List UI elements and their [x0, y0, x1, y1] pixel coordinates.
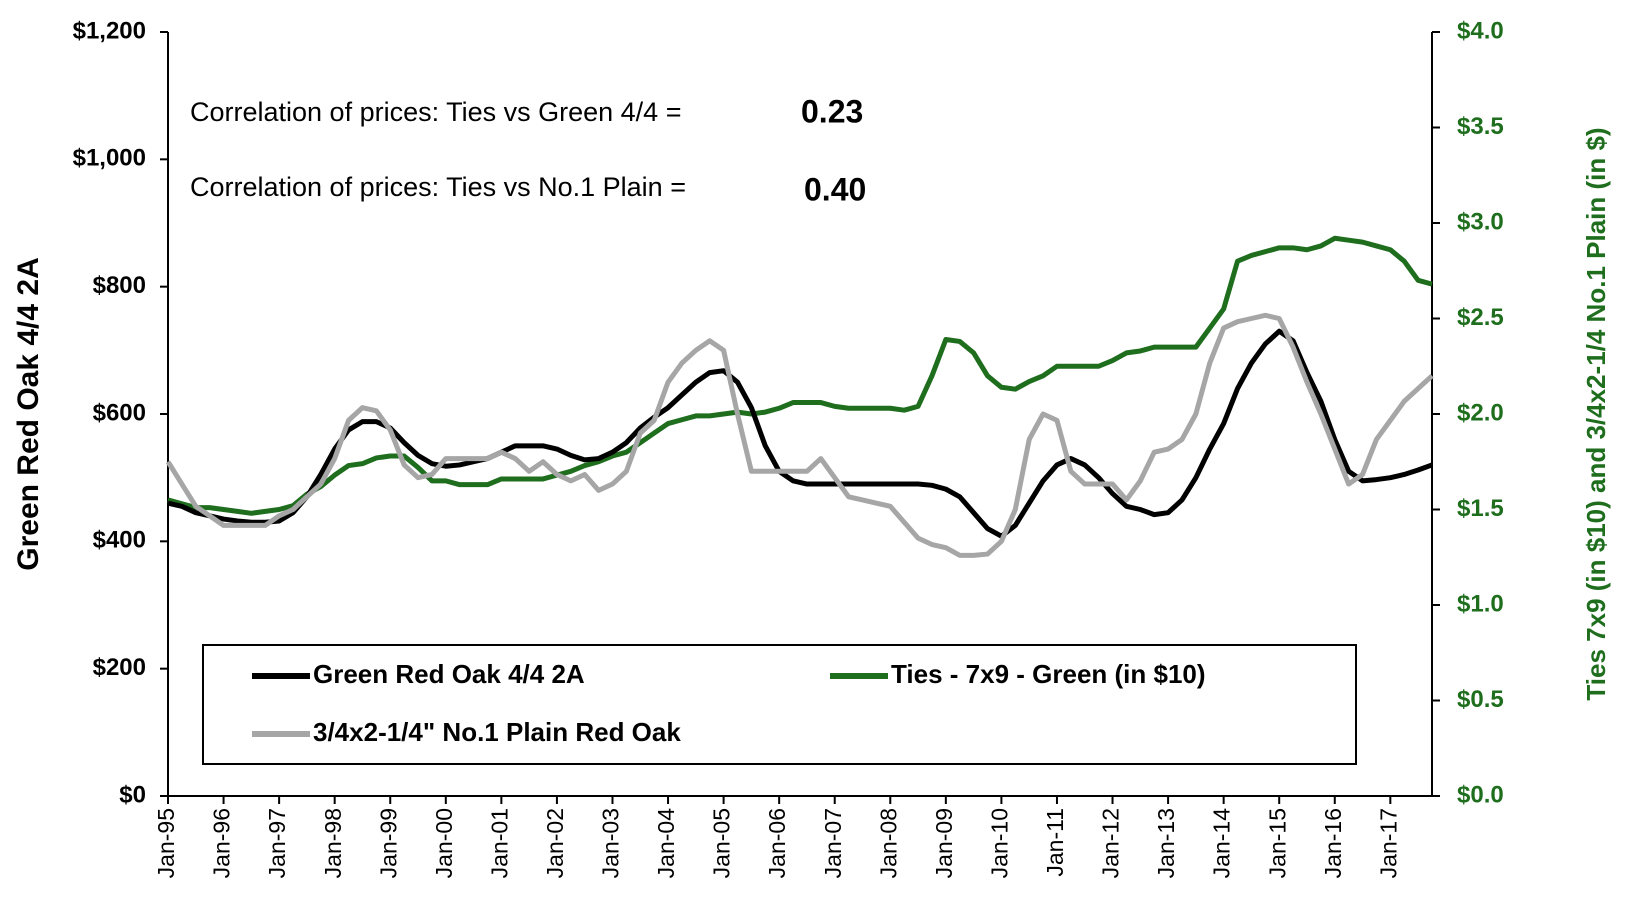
x-tick-label: Jan-97: [264, 808, 290, 878]
x-tick-label: Jan-14: [1209, 808, 1235, 879]
legend-box: [202, 644, 1357, 765]
x-tick-label: Jan-98: [320, 808, 346, 878]
legend-label: Green Red Oak 4/4 2A: [313, 659, 585, 689]
y-tick-label: $800: [93, 272, 146, 299]
y2-axis-title: Ties 7x9 (in $10) and 3/4x2-1/4 No.1 Pla…: [1581, 127, 1611, 700]
annotation: Correlation of prices: Ties vs Green 4/4…: [190, 97, 681, 127]
x-tick-label: Jan-15: [1264, 808, 1290, 878]
x-tick-label: Jan-13: [1153, 808, 1179, 878]
x-tick-label: Jan-03: [598, 808, 624, 878]
y2-tick-label: $0.0: [1457, 781, 1504, 808]
annotation-value: 0.23: [801, 93, 863, 129]
y-axis-title: Green Red Oak 4/4 2A: [12, 257, 45, 570]
x-tick-label: Jan-96: [209, 808, 235, 878]
x-tick-label: Jan-02: [542, 808, 568, 878]
x-tick-label: Jan-17: [1375, 808, 1401, 878]
series-line: [165, 312, 1434, 558]
x-tick-label: Jan-95: [153, 808, 179, 878]
y-tick-label: $400: [93, 527, 146, 554]
y-tick-label: $0: [119, 781, 146, 808]
y2-tick-label: $2.5: [1457, 304, 1504, 331]
y-tick-label: $1,000: [73, 145, 146, 172]
y2-tick-label: $3.0: [1457, 208, 1504, 235]
y2-tick-label: $4.0: [1457, 17, 1504, 44]
y-tick-label: $600: [93, 399, 146, 426]
x-tick-label: Jan-08: [875, 808, 901, 878]
series-line: [167, 235, 1433, 516]
y2-tick-label: $2.0: [1457, 399, 1504, 426]
y2-tick-label: $0.5: [1457, 686, 1504, 713]
y-tick-label: $1,200: [73, 17, 146, 44]
x-tick-label: Jan-12: [1098, 808, 1124, 878]
annotation: Correlation of prices: Ties vs No.1 Plai…: [190, 172, 686, 202]
x-tick-label: Jan-11: [1042, 808, 1068, 877]
x-tick-label: Jan-06: [764, 808, 790, 878]
legend-label: 3/4x2-1/4" No.1 Plain Red Oak: [313, 717, 681, 747]
x-tick-label: Jan-00: [431, 808, 457, 878]
x-tick-label: Jan-05: [709, 808, 735, 878]
y-tick-label: $200: [93, 654, 146, 681]
x-tick-label: Jan-16: [1320, 808, 1346, 878]
x-tick-label: Jan-10: [986, 808, 1012, 878]
y2-tick-label: $3.5: [1457, 113, 1504, 140]
x-tick-label: Jan-01: [486, 808, 512, 878]
y2-tick-label: $1.0: [1457, 590, 1504, 617]
annotation-value: 0.40: [804, 171, 866, 207]
x-tick-label: Jan-99: [375, 808, 401, 878]
legend-label: Ties - 7x9 - Green (in $10): [891, 659, 1206, 689]
x-tick-label: Jan-09: [931, 808, 957, 878]
x-tick-label: Jan-04: [653, 808, 679, 879]
series-line: [167, 328, 1433, 539]
x-tick-label: Jan-07: [820, 808, 846, 878]
y2-tick-label: $1.5: [1457, 495, 1504, 522]
